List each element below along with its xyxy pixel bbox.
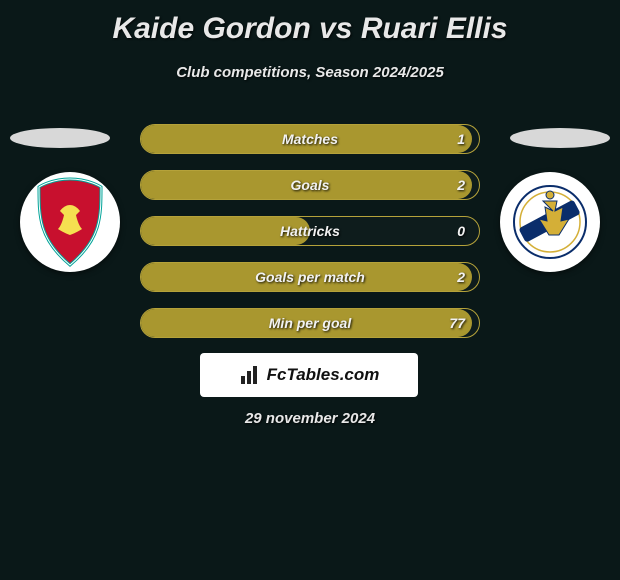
stat-row: Goals2 [140, 170, 480, 200]
stat-value: 2 [457, 269, 465, 285]
watermark-text: FcTables.com [267, 365, 380, 385]
stat-row: Hattricks0 [140, 216, 480, 246]
stat-label: Min per goal [141, 315, 479, 331]
stat-value: 77 [449, 315, 465, 331]
stats-block: Matches1Goals2Hattricks0Goals per match2… [140, 124, 480, 354]
stat-row: Min per goal77 [140, 308, 480, 338]
stat-row: Goals per match2 [140, 262, 480, 292]
stat-label: Hattricks [141, 223, 479, 239]
watermark: FcTables.com [200, 353, 418, 397]
real-madrid-crest-icon [511, 183, 589, 261]
player-right-marker [510, 128, 610, 148]
club-crest-left [20, 172, 120, 272]
liverpool-crest-icon [33, 177, 107, 267]
stat-row: Matches1 [140, 124, 480, 154]
subtitle: Club competitions, Season 2024/2025 [0, 64, 620, 81]
stat-value: 2 [457, 177, 465, 193]
bars-icon [239, 364, 261, 386]
club-crest-right [500, 172, 600, 272]
stat-value: 0 [457, 223, 465, 239]
player-left-marker [10, 128, 110, 148]
stat-label: Goals [141, 177, 479, 193]
stat-value: 1 [457, 131, 465, 147]
stat-label: Goals per match [141, 269, 479, 285]
stat-label: Matches [141, 131, 479, 147]
page-title: Kaide Gordon vs Ruari Ellis [0, 0, 620, 46]
date-text: 29 november 2024 [0, 410, 620, 427]
